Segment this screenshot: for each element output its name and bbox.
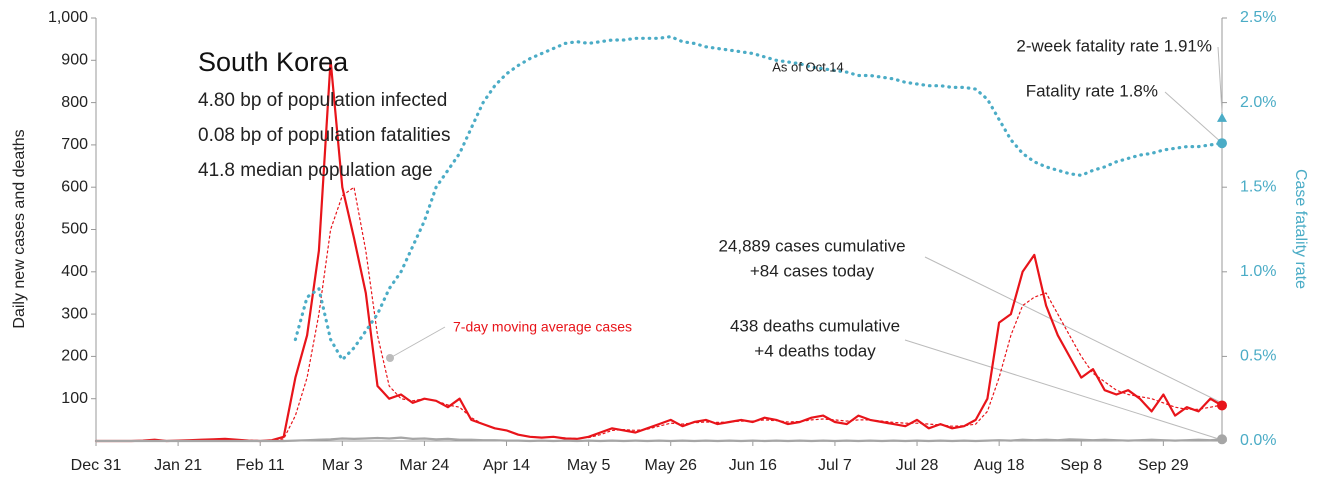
y2-tick-label: 2.5% — [1240, 9, 1276, 26]
series-line — [94, 59, 1224, 443]
x-tick-label: Jul 7 — [818, 457, 852, 474]
series-line — [293, 35, 1224, 362]
y-tick-label: 500 — [61, 221, 88, 238]
x-tick-label: Dec 31 — [71, 457, 122, 474]
y-tick-label: 600 — [61, 178, 88, 195]
x-tick-label: Jul 28 — [896, 457, 939, 474]
y-tick-label: 1,000 — [48, 9, 88, 26]
y2-tick-label: 0.5% — [1240, 348, 1276, 365]
x-tick-label: May 5 — [567, 457, 611, 474]
x-tick-label: Sep 8 — [1060, 457, 1102, 474]
y-tick-label: 200 — [61, 348, 88, 365]
x-tick-label: Mar 24 — [400, 457, 450, 474]
y-tick-label: 300 — [61, 305, 88, 322]
leader-line — [904, 339, 1223, 441]
annotation: 4.80 bp of population infected — [198, 90, 447, 111]
y2-tick-label: 2.0% — [1240, 94, 1276, 111]
y2-tick-label: 1.0% — [1240, 263, 1276, 280]
annotation: 41.8 median population age — [198, 160, 433, 181]
leader-line — [1217, 46, 1223, 113]
annotation: 7-day moving average cases — [453, 319, 632, 335]
y2-tick-label: 0.0% — [1240, 432, 1276, 449]
annotation: 0.08 bp of population fatalities — [198, 125, 450, 146]
x-tick-label: Jun 16 — [729, 457, 777, 474]
leader-line — [389, 326, 446, 359]
annotation: South Korea — [198, 47, 349, 77]
annotation: 438 deaths cumulative — [730, 316, 900, 335]
y-tick-label: 400 — [61, 263, 88, 280]
y-tick-label: 800 — [61, 94, 88, 111]
series-line — [95, 186, 1223, 442]
annotation: 2-week fatality rate 1.91% — [1016, 36, 1212, 55]
y2-tick-label: 1.5% — [1240, 178, 1276, 195]
annotation: As of Oct 14 — [772, 59, 844, 74]
annotation: +4 deaths today — [754, 341, 876, 360]
annotation: +84 cases today — [750, 261, 875, 280]
leader-dot — [386, 354, 394, 362]
y-axis-title: Daily new cases and deaths — [11, 129, 28, 328]
y-tick-label: 100 — [61, 390, 88, 407]
end-marker — [1217, 138, 1227, 149]
leader-line — [924, 256, 1223, 404]
y2-axis-title: Case fatality rate — [1292, 169, 1309, 289]
end-marker — [1217, 434, 1227, 445]
two-week-marker — [1217, 112, 1227, 122]
x-tick-label: Sep 29 — [1138, 457, 1189, 474]
leader-line — [1164, 91, 1223, 144]
y-tick-label: 700 — [61, 136, 88, 153]
x-tick-label: May 26 — [644, 457, 697, 474]
x-tick-label: Jan 21 — [154, 457, 202, 474]
x-tick-label: Feb 11 — [236, 457, 285, 474]
annotation: Fatality rate 1.8% — [1026, 81, 1158, 100]
series-line — [94, 436, 1224, 443]
y-tick-label: 900 — [61, 52, 88, 69]
x-tick-label: Mar 3 — [322, 457, 363, 474]
x-tick-label: Apr 14 — [483, 457, 530, 474]
x-tick-label: Aug 18 — [974, 457, 1025, 474]
annotation: 24,889 cases cumulative — [718, 236, 905, 255]
